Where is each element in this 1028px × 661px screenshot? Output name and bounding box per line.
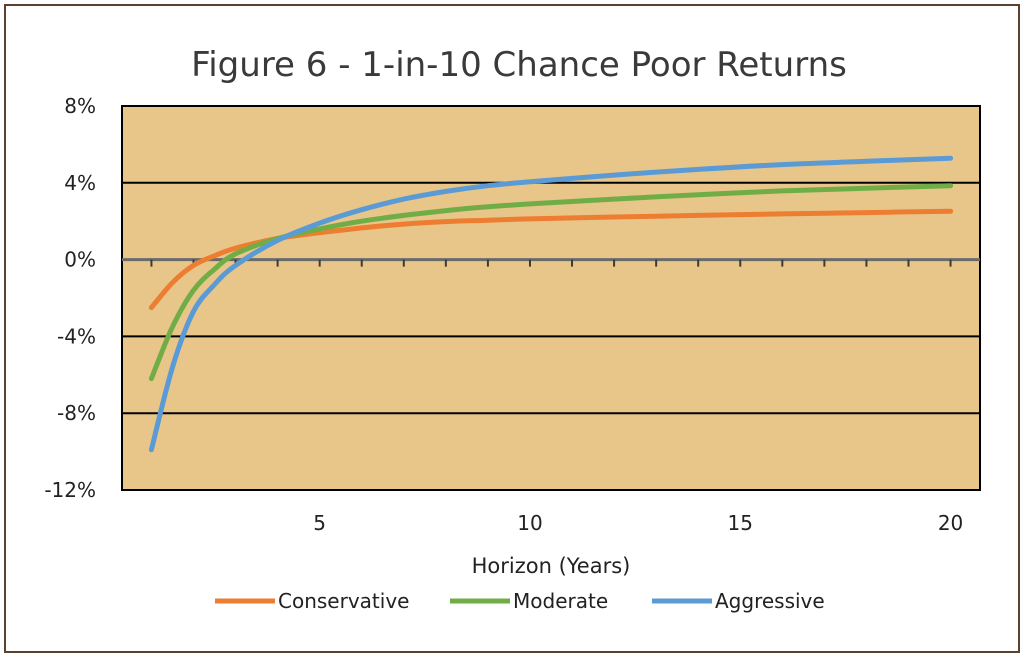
- legend: Conservative Moderate Aggressive: [215, 589, 825, 613]
- y-tick-label: 8%: [64, 94, 96, 118]
- legend-label-conservative: Conservative: [278, 589, 409, 613]
- series-line-moderate: [148, 183, 954, 382]
- y-tick-label: -12%: [44, 478, 96, 502]
- x-axis-label: Horizon (Years): [472, 554, 631, 578]
- x-tick-label: 20: [938, 511, 963, 535]
- chart-title: Figure 6 - 1-in-10 Chance Poor Returns: [191, 45, 847, 85]
- y-tick-label: 4%: [64, 171, 96, 195]
- x-tick-label: 5: [313, 511, 326, 535]
- series-line-conservative: [148, 208, 954, 311]
- plot-area: [121, 105, 981, 491]
- x-tick-labels: 5 10 15 20: [313, 511, 963, 535]
- y-tick-label: -4%: [57, 324, 96, 348]
- x-tick-label: 10: [517, 511, 542, 535]
- legend-label-aggressive: Aggressive: [715, 589, 825, 613]
- y-tick-labels: 8% 4% 0% -4% -8% -12%: [44, 94, 96, 502]
- series-line-aggressive: [148, 155, 954, 453]
- x-tick-label: 15: [728, 511, 753, 535]
- series-group: [148, 155, 954, 453]
- legend-label-moderate: Moderate: [513, 589, 608, 613]
- y-tick-label: 0%: [64, 248, 96, 272]
- gridlines: [122, 105, 980, 491]
- y-tick-label: -8%: [57, 401, 96, 425]
